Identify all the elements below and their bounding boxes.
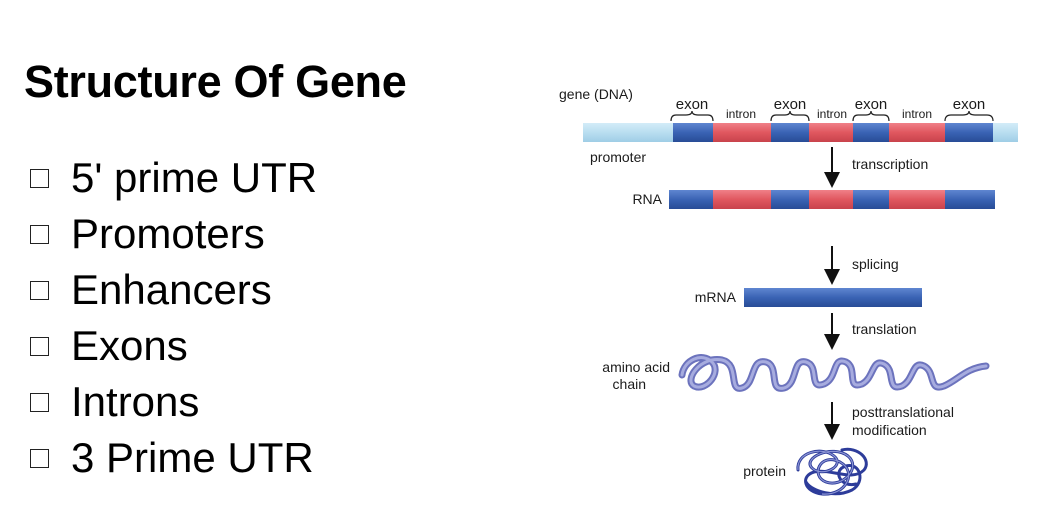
bullet-text: Introns [71, 378, 200, 425]
bullet-text: Promoters [71, 210, 265, 257]
mrna-label: mRNA [695, 289, 737, 305]
mrna-bar [744, 288, 922, 307]
exon-label: exon [774, 96, 807, 113]
bullet-text: Exons [71, 322, 188, 369]
intron-label: intron [726, 107, 756, 121]
gene-dna-label: gene (DNA) [559, 86, 633, 102]
bullet-item: 3 Prime UTR [30, 430, 317, 486]
exon-segment [853, 123, 889, 142]
checkbox-icon [30, 392, 49, 412]
protein-label: protein [743, 463, 786, 479]
intron-label: intron [817, 107, 847, 121]
bullet-item: Enhancers [30, 262, 317, 318]
page-title: Structure Of Gene [24, 56, 407, 107]
folded-protein [796, 447, 868, 496]
amino-acid-chain [678, 354, 990, 392]
folded-protein-highlight [797, 450, 854, 495]
chain-label: chain [613, 376, 646, 392]
bullet-text: 5' prime UTR [71, 154, 318, 201]
checkbox-icon [30, 280, 49, 300]
promoter-label: promoter [590, 149, 646, 165]
intron-segment [889, 190, 945, 209]
intron-segment [809, 123, 853, 142]
rna-label: RNA [632, 191, 662, 207]
modification-label: modification [852, 422, 927, 438]
checkbox-icon [30, 336, 49, 356]
exon-segment [945, 190, 995, 209]
checkbox-icon [30, 168, 49, 188]
rna-bar [669, 190, 995, 209]
intron-segment [889, 123, 945, 142]
promoter-segment [583, 123, 673, 142]
utr-segment [993, 123, 1018, 142]
bullet-item: Exons [30, 318, 317, 374]
exon-segment [853, 190, 889, 209]
transcription-label: transcription [852, 156, 928, 172]
posttranslational-label: posttranslational [852, 404, 954, 420]
exon-label: exon [676, 96, 709, 113]
amino-acid-label: amino acid [602, 359, 670, 375]
bullet-item: 5' prime UTR [30, 150, 317, 206]
checkbox-icon [30, 448, 49, 468]
dna-bar [583, 123, 1018, 142]
bullet-list: 5' prime UTR Promoters Enhancers Exons I… [30, 150, 317, 486]
intron-segment [713, 190, 771, 209]
exon-segment [669, 190, 713, 209]
intron-segment [809, 190, 853, 209]
intron-label: intron [902, 107, 932, 121]
exon-label: exon [855, 96, 888, 113]
exon-segment [673, 123, 713, 142]
bullet-text: 3 Prime UTR [71, 434, 314, 481]
translation-label: translation [852, 321, 917, 337]
exon-segment [945, 123, 993, 142]
intron-segment [713, 123, 771, 142]
splicing-label: splicing [852, 256, 899, 272]
exon-segment [771, 123, 809, 142]
bullet-text: Enhancers [71, 266, 272, 313]
bullet-item: Introns [30, 374, 317, 430]
exon-braces [670, 110, 994, 122]
exon-segment [771, 190, 809, 209]
checkbox-icon [30, 224, 49, 244]
exon-label: exon [953, 96, 986, 113]
bullet-item: Promoters [30, 206, 317, 262]
